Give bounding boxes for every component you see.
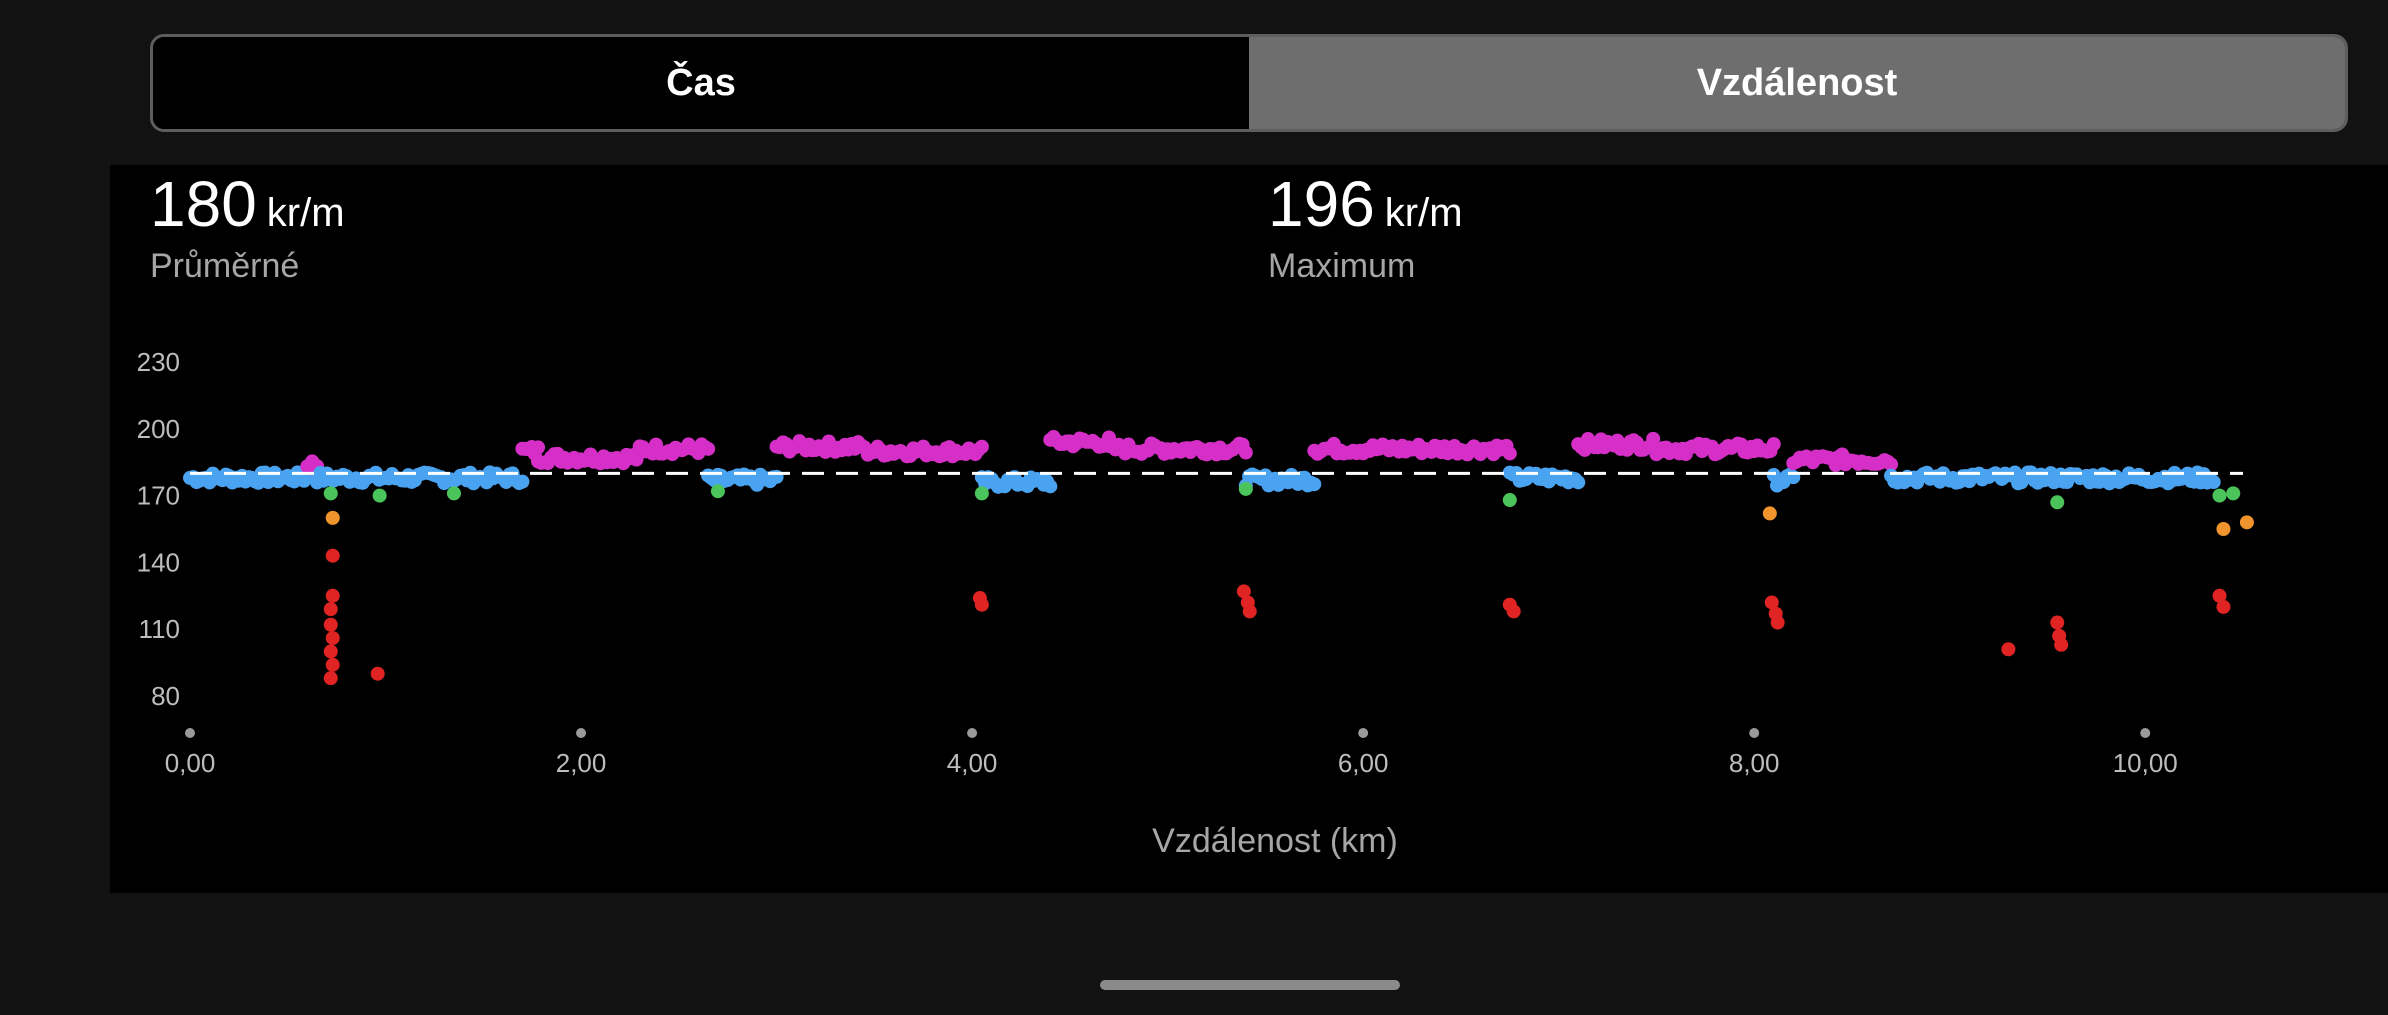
maximum-unit: kr/m: [1384, 191, 1463, 235]
tab-time[interactable]: Čas: [153, 37, 1249, 129]
data-point-green: [2050, 495, 2065, 510]
data-point-red: [323, 617, 338, 632]
x-tick-label: 6,00: [1338, 748, 1389, 778]
data-point-blue: [1043, 479, 1058, 494]
data-point-red: [1242, 604, 1257, 619]
data-point-green: [974, 486, 989, 501]
x-tick-label: 4,00: [947, 748, 998, 778]
tab-distance[interactable]: Vzdálenost: [1249, 37, 2345, 129]
data-point-red: [2001, 642, 2016, 657]
data-point-magenta: [1646, 431, 1661, 446]
data-point-red: [974, 597, 989, 612]
maximum-stat: 196 kr/m Maximum: [1268, 165, 1463, 286]
x-tick-label: 8,00: [1729, 748, 1780, 778]
cadence-scatter-chart: 80 110 140 170 200 230 0,00 2,00 4,00 6,00 8,00 10…: [137, 347, 2254, 860]
maximum-label: Maximum: [1268, 247, 1416, 285]
y-tick-label: 140: [137, 547, 180, 577]
data-point-red: [325, 657, 340, 672]
data-point-red: [2212, 588, 2227, 603]
average-label: Průměrné: [150, 247, 300, 285]
home-indicator[interactable]: [1100, 980, 1400, 990]
data-point-green: [2226, 486, 2241, 501]
x-axis-label: Vzdálenost (km): [1152, 822, 1398, 860]
data-point-magenta: [701, 441, 716, 456]
cadence-panel: 180 kr/m Průměrné 196 kr/m Maximum 80 110…: [110, 165, 2388, 893]
data-point-green: [323, 486, 338, 501]
x-tick-label: 10,00: [2113, 748, 2178, 778]
data-point-red: [323, 602, 338, 617]
data-point-red: [1506, 604, 1521, 619]
data-point-magenta: [1766, 437, 1781, 452]
x-tick-dot: [1358, 728, 1369, 738]
data-point-blue: [1307, 477, 1322, 492]
x-tick-dot: [1749, 728, 1760, 738]
average-stat: 180 kr/m Průměrné: [150, 165, 345, 286]
data-point-red: [2054, 637, 2069, 652]
data-point-orange: [325, 510, 340, 525]
data-point-red: [370, 666, 385, 681]
y-tick-label: 200: [137, 414, 180, 444]
data-point-green: [1502, 493, 1517, 508]
data-point-blue: [515, 474, 530, 489]
data-point-red: [2216, 599, 2231, 614]
y-tick-label: 110: [139, 614, 180, 644]
data-point-magenta: [1502, 446, 1517, 461]
data-point-magenta: [974, 439, 989, 454]
data-point-red: [323, 671, 338, 686]
maximum-value: 196: [1268, 168, 1375, 240]
data-point-green: [372, 488, 387, 503]
data-point-green: [710, 484, 725, 499]
data-point-red: [1764, 595, 1779, 610]
x-tick-dot: [2140, 728, 2151, 738]
x-tick-dot: [576, 728, 587, 738]
data-point-magenta: [1884, 457, 1899, 472]
data-points: [183, 430, 2254, 686]
average-unit: kr/m: [266, 191, 345, 235]
data-point-orange: [2216, 522, 2231, 536]
y-tick-label: 230: [137, 347, 180, 377]
y-tick-label: 80: [151, 681, 180, 711]
y-tick-label: 170: [137, 481, 180, 511]
data-point-red: [325, 588, 340, 603]
x-axis: 0,00 2,00 4,00 6,00 8,00 10,00: [165, 728, 2178, 778]
x-tick-label: 2,00: [556, 748, 607, 778]
view-toggle: Čas Vzdálenost: [150, 34, 2348, 132]
data-point-magenta: [1238, 445, 1253, 460]
data-point-blue: [1571, 475, 1586, 490]
data-point-green: [446, 486, 461, 501]
data-point-orange: [2239, 515, 2254, 530]
data-point-red: [325, 631, 340, 646]
data-point-blue: [2206, 475, 2221, 490]
data-point-red: [323, 644, 338, 659]
data-point-red: [2050, 615, 2065, 630]
x-tick-label: 0,00: [165, 748, 216, 778]
data-point-magenta: [531, 440, 546, 455]
data-point-red: [1236, 584, 1251, 599]
data-point-red: [1770, 615, 1785, 630]
x-tick-dot: [185, 728, 195, 738]
average-value: 180: [150, 168, 257, 240]
data-point-green: [1238, 481, 1253, 496]
y-axis: 80 110 140 170 200 230: [137, 347, 180, 711]
data-point-orange: [1762, 506, 1777, 521]
data-point-green: [2212, 488, 2227, 503]
x-tick-dot: [967, 728, 978, 738]
data-point-red: [325, 548, 340, 563]
